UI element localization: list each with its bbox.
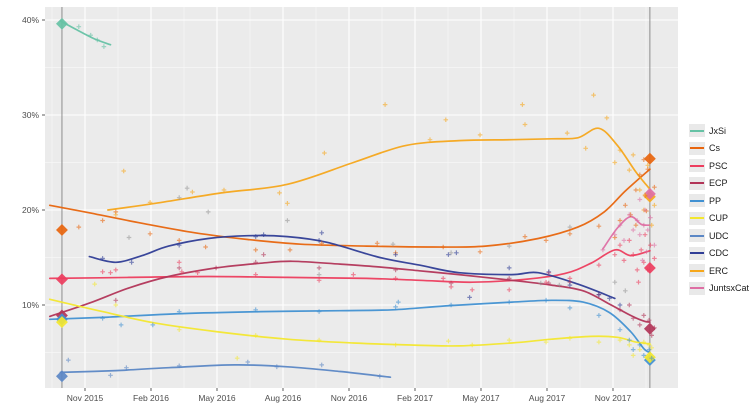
y-tick-label: 20% [22, 205, 39, 215]
trend-line-CDC [88, 234, 616, 300]
trend-line-ERC [107, 127, 651, 211]
election-result-JxSi [56, 17, 68, 30]
legend-key-line [690, 147, 704, 150]
legend-item-PP: PP [689, 192, 749, 210]
legend-label: ERC [709, 265, 729, 276]
legend-label: JxSi [709, 125, 727, 136]
legend-key-line [690, 234, 704, 237]
x-tick-label: Nov 2017 [595, 393, 632, 403]
election-result-PSC [643, 262, 656, 274]
y-tick-label: 10% [22, 300, 39, 310]
trend-line-UDC [59, 364, 392, 379]
legend-label: JuntsxCat [709, 283, 750, 294]
trend-line-PSC [48, 248, 651, 284]
legend-item-CUP: CUP [689, 210, 749, 228]
legend-key-JxSi [689, 124, 705, 138]
x-tick-label: Aug 2016 [265, 393, 302, 403]
legend-key-line [690, 164, 704, 167]
poll-points-PP [100, 297, 654, 361]
legend-item-CDC: CDC [689, 245, 749, 263]
legend-key-CDC [689, 246, 705, 260]
legend-item-Cs: Cs [689, 140, 749, 158]
x-tick-label: May 2016 [198, 393, 236, 403]
legend-key-line [690, 252, 704, 255]
trend-line-CUP [48, 298, 651, 347]
legend-key-line [690, 217, 704, 220]
poll-points-ERC [113, 92, 657, 228]
poll-points-JuntsxCat [600, 197, 657, 263]
legend-key-PP [689, 194, 705, 208]
legend-label: CUP [709, 213, 729, 224]
poll-points-CUP [92, 281, 654, 361]
x-tick-label: May 2017 [462, 393, 500, 403]
panel-content [45, 7, 678, 388]
legend-key-line [690, 182, 704, 185]
trend-line-PP [48, 299, 651, 354]
legend-item-ECP: ECP [689, 175, 749, 193]
x-tick-label: Feb 2017 [397, 393, 433, 403]
legend-key-line [690, 287, 704, 290]
legend-key-PSC [689, 159, 705, 173]
y-tick-label: 30% [22, 110, 39, 120]
x-tick-label: Nov 2015 [67, 393, 104, 403]
poll-points-PSC [100, 232, 657, 293]
poll-points-Cs [76, 157, 657, 256]
election-result-CUP [643, 351, 656, 364]
legend-item-JuntsxCat: JuntsxCat [689, 280, 749, 298]
x-tick-label: Feb 2016 [133, 393, 169, 403]
legend-item-JxSi: JxSi [689, 122, 749, 140]
trend-line-Cs [48, 168, 651, 248]
poll-points-JxSi [76, 24, 107, 49]
legend-key-Cs [689, 141, 705, 155]
trend-line-ECP [48, 260, 651, 323]
legend-label: PSC [709, 160, 728, 171]
legend-item-ERC: ERC [689, 262, 749, 280]
x-tick-label: Nov 2016 [331, 393, 368, 403]
poll-points-UDC [66, 357, 383, 379]
y-tick-label: 40% [22, 15, 39, 25]
legend-label: ECP [709, 178, 728, 189]
legend-key-ERC [689, 264, 705, 278]
legend-label: CDC [709, 248, 729, 259]
poll-points-CDC [100, 230, 623, 308]
legend-key-UDC [689, 229, 705, 243]
legend-item-UDC: UDC [689, 227, 749, 245]
legend-item-PSC: PSC [689, 157, 749, 175]
election-result-Cs [643, 152, 656, 165]
legend-key-ECP [689, 176, 705, 190]
legend-label: UDC [709, 230, 729, 241]
poll-points-other [126, 185, 628, 294]
legend-key-CUP [689, 211, 705, 225]
election-result-ECP [643, 322, 656, 335]
legend-key-line [690, 199, 704, 202]
legend-key-line [690, 129, 704, 132]
legend-key-JuntsxCat [689, 281, 705, 295]
x-tick-label: Aug 2017 [529, 393, 566, 403]
trend-line-JxSi [59, 20, 112, 46]
legend: JxSi Cs PSC ECP PP CUP UDC CDC ERC JuntsxCat [689, 122, 749, 297]
legend-label: Cs [709, 143, 720, 154]
legend-label: PP [709, 195, 722, 206]
legend-key-line [690, 269, 704, 272]
panel-background [45, 7, 678, 388]
